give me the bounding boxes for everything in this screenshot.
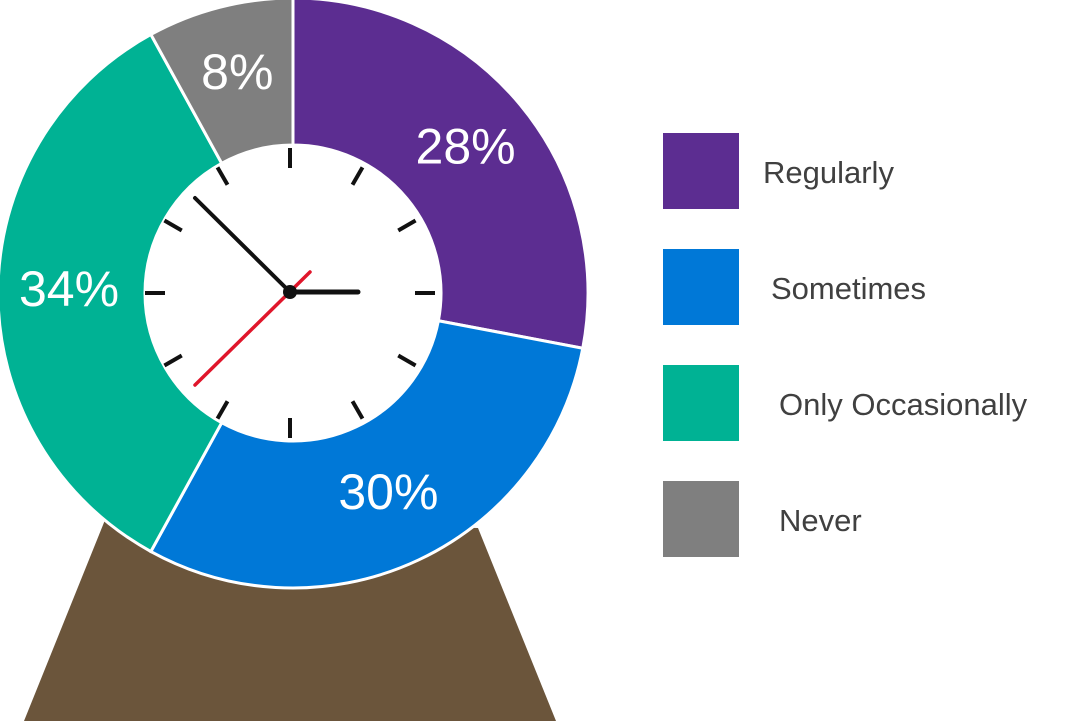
data-label: 8% <box>201 44 273 100</box>
clock-stand <box>24 520 556 721</box>
clock-tick <box>350 400 365 420</box>
clock-ticks <box>145 148 435 438</box>
data-label: 28% <box>416 118 516 174</box>
clock-tick <box>163 353 183 368</box>
data-label: 30% <box>338 464 438 520</box>
legend-label: Only Occasionally <box>779 387 1028 422</box>
clock-tick <box>397 353 417 368</box>
clock-tick <box>215 400 230 420</box>
data-label: 34% <box>19 261 119 317</box>
legend-label: Regularly <box>763 155 894 190</box>
data-labels: 28% 30% 34% 8% <box>19 44 516 520</box>
legend-label: Never <box>779 503 862 538</box>
clock-tick <box>397 218 417 233</box>
clock-tick <box>350 166 365 186</box>
legend-swatch <box>663 365 739 441</box>
clock-tick <box>215 166 230 186</box>
minute-hand <box>193 196 292 294</box>
legend: Regularly Sometimes Only Occasionally Never <box>663 133 1028 557</box>
clock-center <box>283 285 297 299</box>
legend-label: Sometimes <box>771 271 926 306</box>
legend-swatch <box>663 249 739 325</box>
clock-tick <box>163 218 183 233</box>
donut <box>0 0 590 590</box>
legend-swatch <box>663 481 739 557</box>
legend-swatch <box>663 133 739 209</box>
